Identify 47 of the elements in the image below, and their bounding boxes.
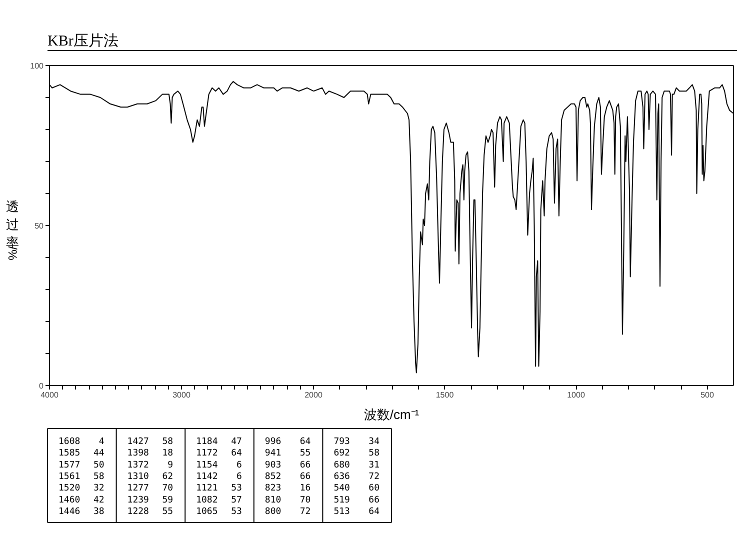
- text: 1082 57: [196, 495, 242, 506]
- text: 680 31: [334, 460, 380, 470]
- x-tick-label: 1000: [567, 390, 586, 400]
- text: 1239 59: [127, 495, 174, 506]
- text: 519 66: [334, 495, 380, 506]
- text: 540 60: [334, 484, 380, 494]
- text: 1446 38: [58, 507, 104, 517]
- text: 636 72: [334, 472, 380, 482]
- text: 793 34: [334, 437, 380, 447]
- text: 996 64: [264, 437, 311, 447]
- text: 852 66: [264, 472, 311, 482]
- text: 513 64: [334, 507, 380, 517]
- text: 1277 70: [127, 484, 174, 494]
- text: 1398 18: [127, 448, 174, 459]
- text: 800 72: [264, 507, 311, 517]
- x-tick-label: 3000: [172, 390, 191, 400]
- text: 1172 64: [196, 448, 242, 459]
- text: 1065 53: [196, 507, 242, 517]
- text: 1184 47: [196, 437, 242, 447]
- y-axis-title: 透过率/%: [6, 199, 20, 261]
- text: 1577 50: [58, 460, 104, 470]
- text: 1520 32: [58, 484, 104, 494]
- text: 941 55: [264, 448, 311, 459]
- text: 692 58: [334, 448, 380, 459]
- text: 1561 58: [58, 472, 104, 482]
- x-tick-label: 4000: [40, 390, 59, 400]
- text: 1608 4: [58, 437, 104, 447]
- text: 1427 58: [127, 437, 174, 447]
- x-tick-label: 500: [700, 390, 714, 400]
- text: 1142 6: [196, 472, 242, 482]
- text: 1310 62: [127, 472, 174, 482]
- text: 1154 6: [196, 460, 242, 470]
- y-tick-label: 50: [34, 222, 44, 230]
- chart-title: KBr压片法: [48, 32, 118, 50]
- text: 1228 55: [127, 507, 174, 517]
- x-axis-title: 波数/cm⁻¹: [364, 407, 420, 422]
- y-tick-label: 0: [39, 382, 44, 390]
- text: 823 16: [264, 484, 311, 494]
- text: 810 70: [264, 495, 311, 506]
- y-tick-label: 100: [30, 62, 44, 70]
- text: 1585 44: [58, 448, 104, 459]
- x-tick-label: 2000: [304, 390, 323, 400]
- x-tick-label: 1500: [436, 390, 454, 400]
- text: 1372 9: [127, 460, 174, 470]
- text: 1460 42: [58, 495, 104, 506]
- text: 1121 53: [196, 484, 242, 494]
- text: 903 66: [264, 460, 311, 470]
